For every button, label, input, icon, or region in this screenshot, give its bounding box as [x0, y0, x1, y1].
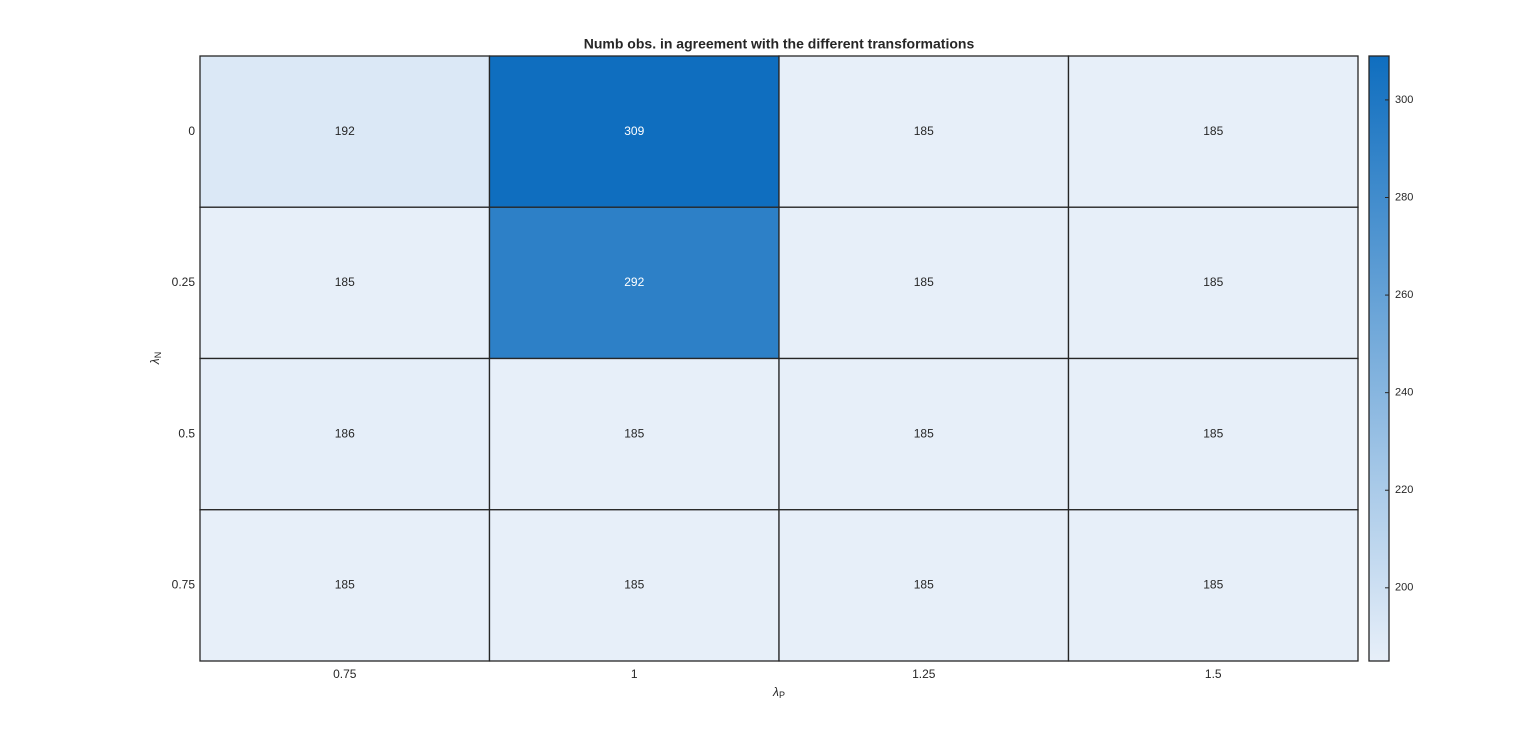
y-label-symbol: λ [148, 358, 162, 365]
cell-label: 185 [1203, 124, 1223, 138]
x-tick-label: 1 [631, 667, 638, 681]
colorbar-tick-label: 240 [1395, 387, 1413, 399]
cell-label: 292 [624, 275, 644, 289]
y-tick-label: 0.5 [178, 426, 195, 440]
heatmap-cell [1067, 509, 1359, 662]
x-tick-label: 0.75 [333, 667, 357, 681]
chart-title: Numb obs. in agreement with the differen… [584, 36, 975, 52]
heatmap-cell [1067, 55, 1359, 208]
heatmap-cell [778, 509, 1070, 662]
cell-label: 185 [335, 275, 355, 289]
cell-label: 185 [914, 426, 934, 440]
y-tick-label: 0.25 [172, 275, 196, 289]
cell-label: 185 [335, 578, 355, 592]
heatmap-cell [488, 357, 780, 511]
y-axis-label: λN [148, 352, 163, 365]
x-tick-label: 1.5 [1205, 667, 1222, 681]
cell-label: 185 [914, 578, 934, 592]
heatmap-cell [488, 206, 780, 360]
heatmap-cell [778, 357, 1070, 511]
heatmap-cell [1067, 206, 1359, 360]
y-label-subscript: N [153, 352, 163, 359]
cell-label: 309 [624, 124, 644, 138]
colorbar-tick-label: 220 [1395, 484, 1413, 496]
x-label-subscript: P [779, 690, 785, 700]
x-label-symbol: λ [772, 685, 779, 699]
heatmap-cell [488, 55, 780, 208]
colorbar-tick-label: 260 [1395, 289, 1413, 301]
cell-label: 185 [914, 275, 934, 289]
heatmap-cell [199, 206, 491, 360]
cell-label: 185 [624, 426, 644, 440]
cell-label: 185 [914, 124, 934, 138]
heatmap-cell [199, 55, 491, 208]
cell-label: 185 [1203, 578, 1223, 592]
heatmap-cell [778, 55, 1070, 208]
cell-label: 192 [335, 124, 355, 138]
colorbar-tick-label: 300 [1395, 94, 1413, 106]
cell-label: 185 [1203, 275, 1223, 289]
heatmap-cell [199, 509, 491, 662]
x-tick-label: 1.25 [912, 667, 936, 681]
cell-label: 185 [1203, 426, 1223, 440]
y-tick-label: 0.75 [172, 578, 196, 592]
colorbar-tick-label: 280 [1395, 191, 1413, 203]
heatmap-cell [488, 509, 780, 662]
colorbar-tick-label: 200 [1395, 582, 1413, 594]
x-axis-label: λP [772, 685, 785, 700]
colorbar [1368, 55, 1390, 662]
heatmap-cell [778, 206, 1070, 360]
y-tick-label: 0 [188, 124, 195, 138]
heatmap-cell [1067, 357, 1359, 511]
cell-label: 186 [335, 426, 355, 440]
cell-label: 185 [624, 578, 644, 592]
